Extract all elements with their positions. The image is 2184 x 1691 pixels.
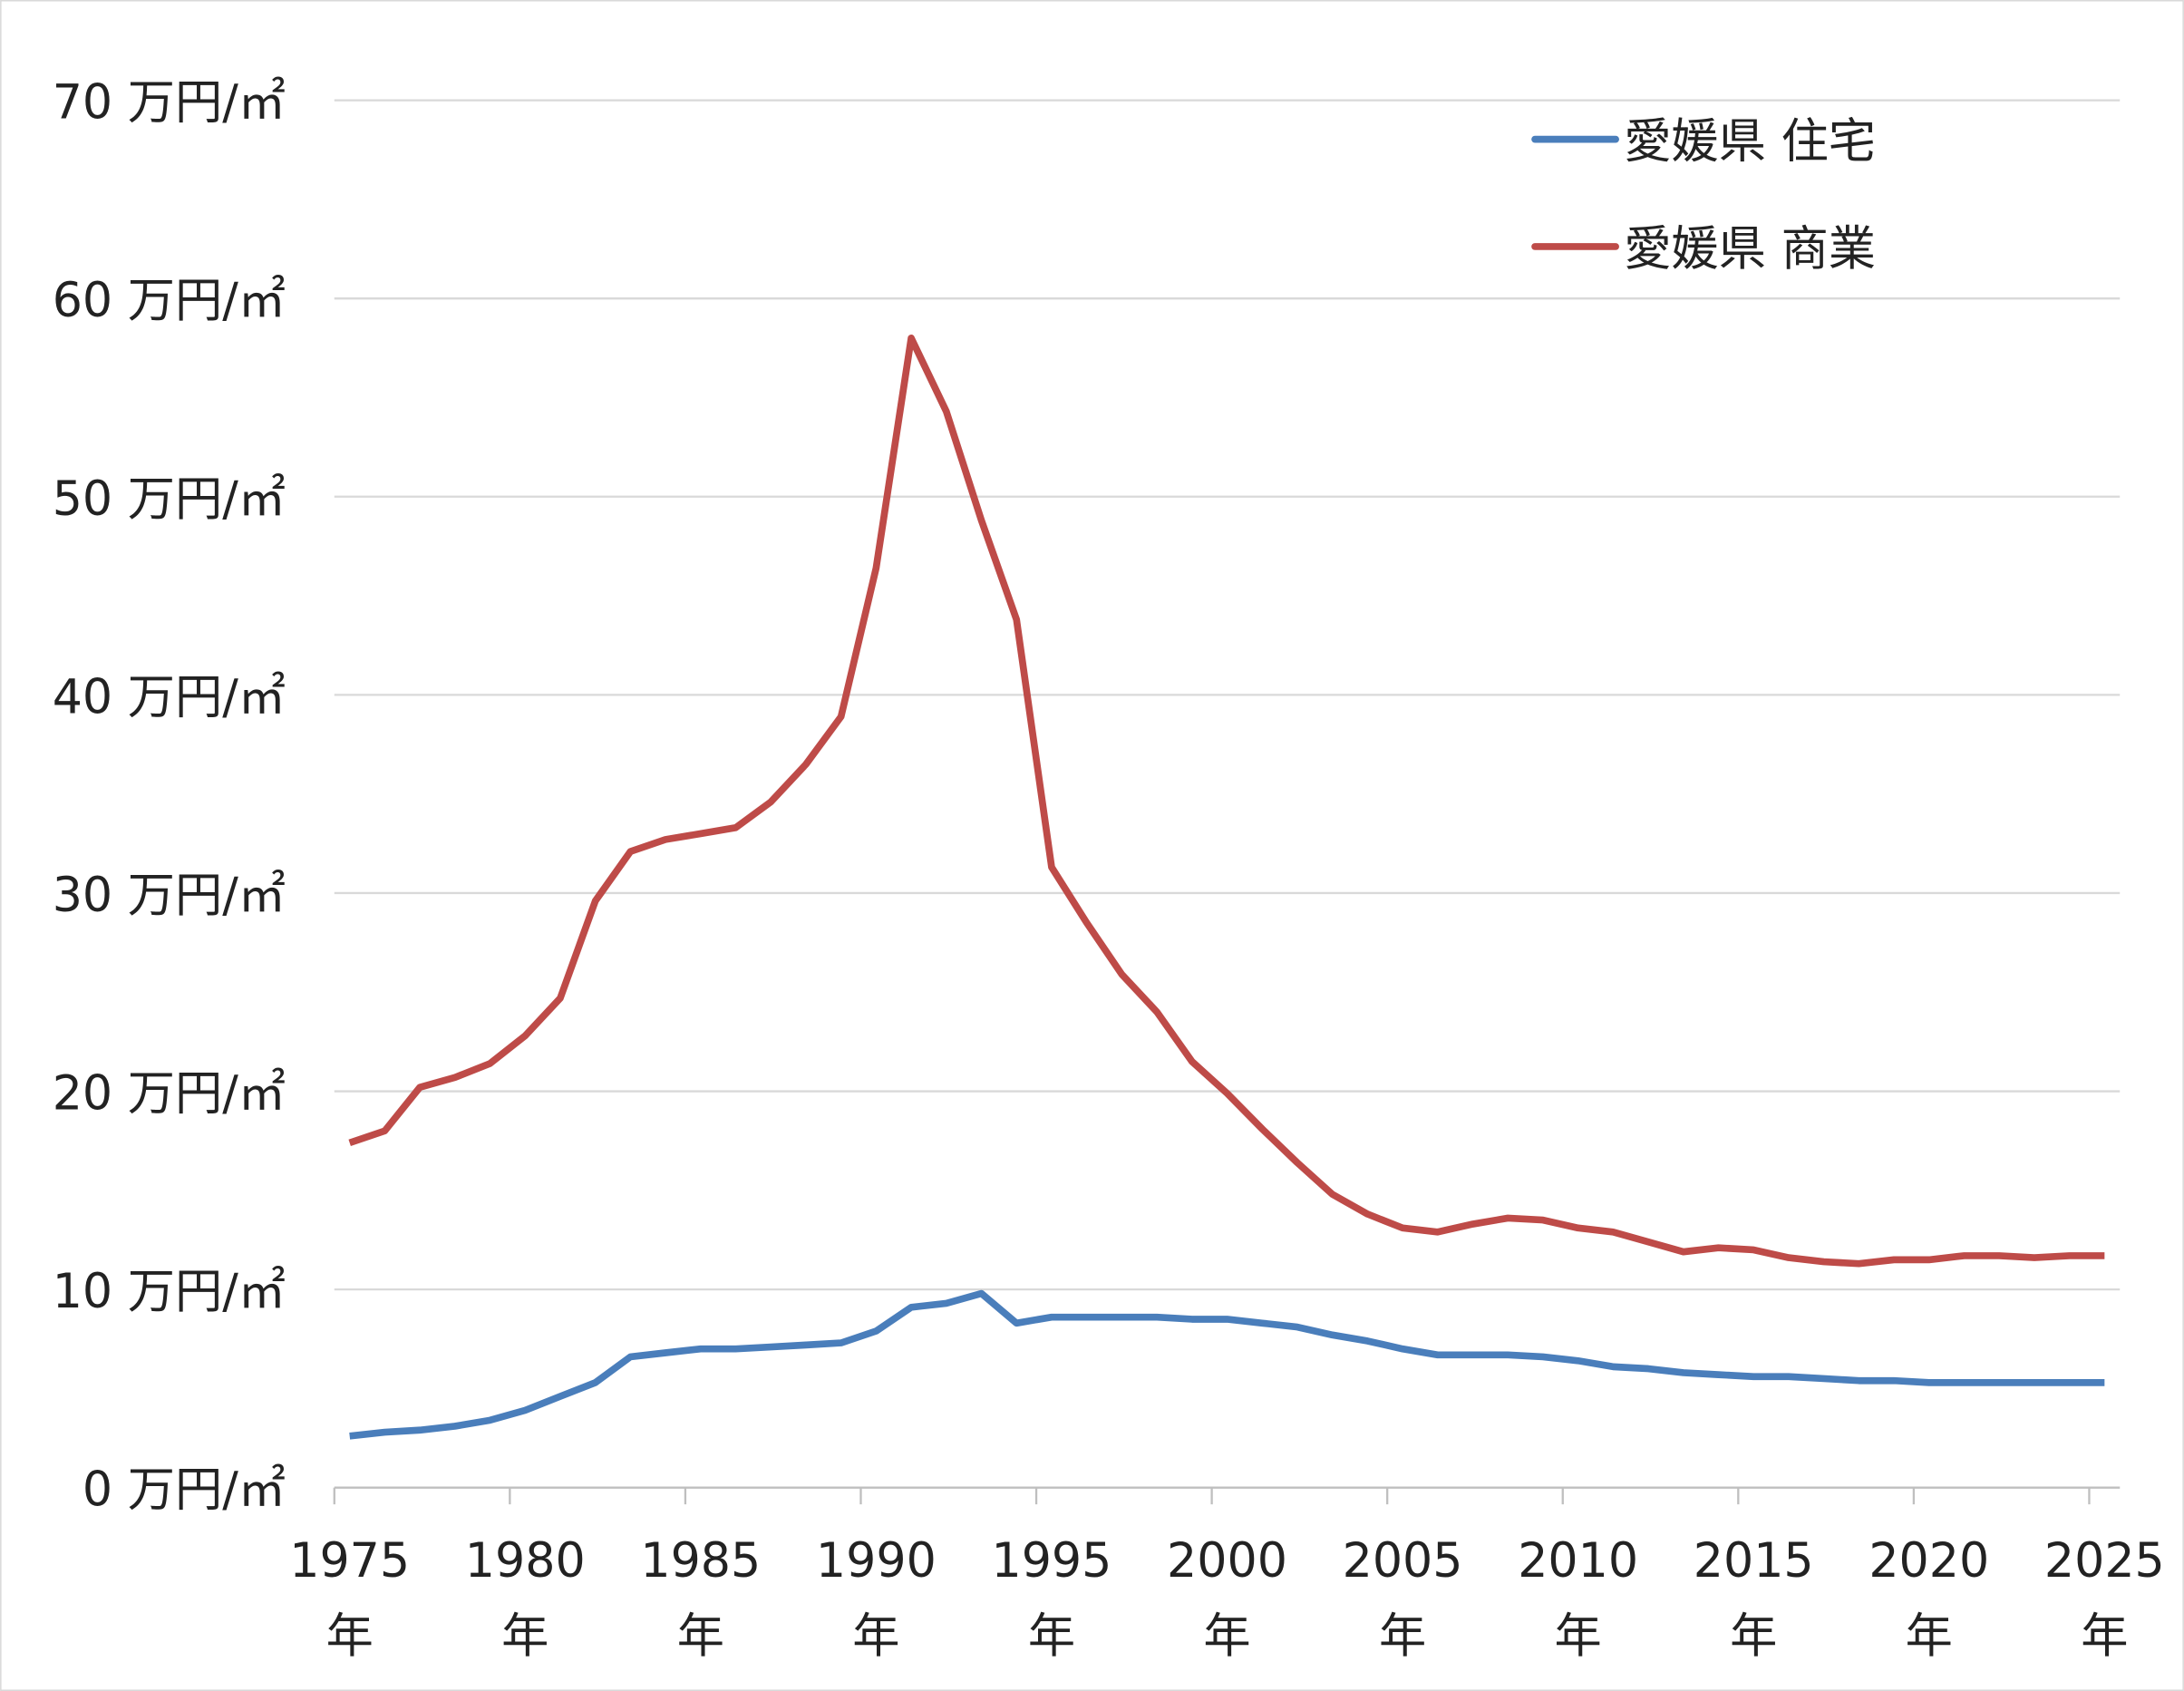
series-line-1 xyxy=(349,1289,2105,1440)
x-tick-label: 1975 xyxy=(289,1534,410,1589)
x-tick-unit: 年 xyxy=(501,1609,548,1664)
x-tick-label: 1995 xyxy=(991,1534,1111,1589)
legend-label: 愛媛県 住宅 xyxy=(1624,115,1876,170)
x-tick-unit: 年 xyxy=(1730,1609,1777,1664)
x-tick-label: 2015 xyxy=(1694,1534,1814,1589)
y-tick-label: 20 万円/㎡ xyxy=(53,1067,286,1122)
x-tick-label: 2005 xyxy=(1343,1534,1463,1589)
x-tick-label: 1990 xyxy=(816,1534,937,1589)
series-line-2 xyxy=(348,335,2105,1268)
y-tick-label: 60 万円/㎡ xyxy=(53,274,286,328)
x-tick-unit: 年 xyxy=(1028,1609,1075,1664)
x-tick-label: 2020 xyxy=(1869,1534,1989,1589)
y-tick-label: 10 万円/㎡ xyxy=(53,1265,286,1319)
x-tick-unit: 年 xyxy=(326,1609,374,1664)
x-tick-label: 2025 xyxy=(2044,1534,2165,1589)
y-tick-label: 50 万円/㎡ xyxy=(53,472,286,527)
x-tick-unit: 年 xyxy=(677,1609,724,1664)
x-tick-unit: 年 xyxy=(1906,1609,1953,1664)
y-tick-label: 40 万円/㎡ xyxy=(53,670,286,724)
x-tick-unit: 年 xyxy=(2081,1609,2128,1664)
y-tick-label: 30 万円/㎡ xyxy=(53,869,286,923)
x-tick-label: 2010 xyxy=(1518,1534,1638,1589)
x-tick-unit: 年 xyxy=(852,1609,899,1664)
x-tick-unit: 年 xyxy=(1379,1609,1426,1664)
x-tick-label: 1980 xyxy=(465,1534,586,1589)
x-tick-unit: 年 xyxy=(1555,1609,1602,1664)
x-tick-unit: 年 xyxy=(1203,1609,1250,1664)
x-tick-label: 2000 xyxy=(1167,1534,1287,1589)
x-tick-label: 1985 xyxy=(640,1534,761,1589)
y-tick-label: 0 万円/㎡ xyxy=(83,1463,286,1518)
y-tick-label: 70 万円/㎡ xyxy=(53,76,286,131)
legend-label: 愛媛県 商業 xyxy=(1624,222,1876,277)
